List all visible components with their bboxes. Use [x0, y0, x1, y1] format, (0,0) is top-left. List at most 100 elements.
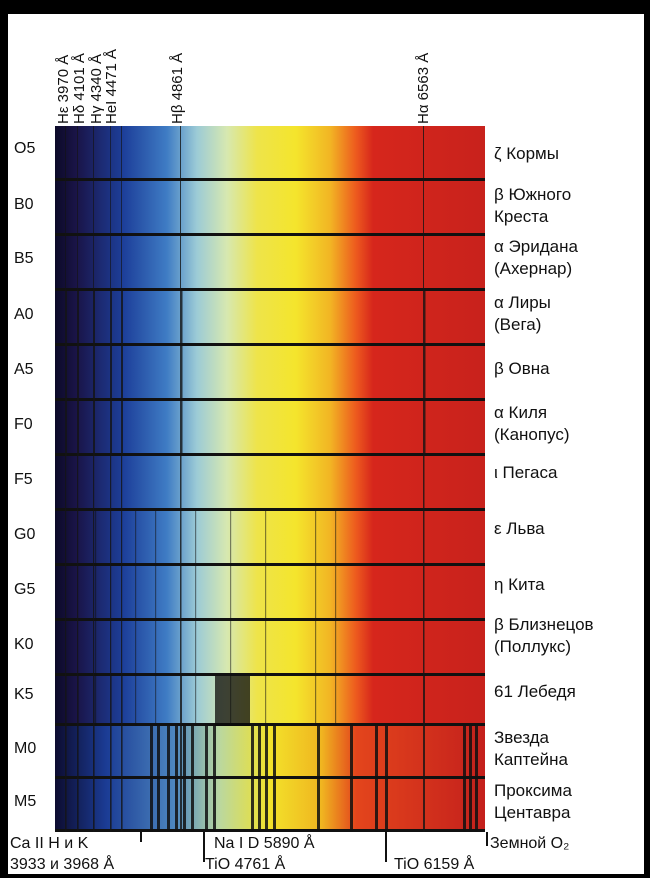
metal-line: [195, 566, 197, 621]
star-name-line: β Овна: [494, 359, 550, 378]
absorption-line: [423, 291, 426, 346]
row-separator: [55, 453, 485, 457]
metal-line: [315, 511, 317, 566]
metal-line: [475, 726, 478, 779]
metal-line: [183, 726, 186, 779]
metal-line: [350, 726, 353, 779]
absorption-line: [180, 779, 182, 832]
row-separator: [55, 776, 485, 780]
tick-na2: [385, 832, 387, 862]
metal-line: [335, 511, 337, 566]
star-name-line: η Кита: [494, 575, 545, 594]
tio-6159-label: TiO 6159 Å: [394, 856, 475, 873]
absorption-line: [65, 181, 66, 236]
absorption-line: [423, 566, 425, 621]
absorption-line: [423, 779, 425, 832]
metal-line: [157, 779, 160, 832]
metal-line: [95, 511, 97, 566]
spectral-class-A5: A5: [14, 361, 34, 378]
spectrum-row-G5: [55, 566, 485, 621]
spectrum-row-A0: [55, 291, 485, 346]
metal-line: [265, 676, 267, 726]
metal-line: [183, 779, 186, 832]
tick-ca: [140, 832, 142, 842]
frame-right-border: [644, 0, 650, 878]
star-name-line: (Вега): [494, 315, 542, 334]
absorption-line: [77, 456, 79, 511]
absorption-line: [77, 181, 78, 236]
absorption-line: [77, 291, 79, 346]
absorption-line: [423, 621, 425, 676]
absorption-line: [110, 291, 112, 346]
metal-line: [191, 779, 194, 832]
metal-line: [469, 726, 472, 779]
star-name-line: Креста: [494, 207, 549, 226]
metal-line: [155, 566, 157, 621]
metal-line: [335, 676, 337, 726]
metal-line: [195, 621, 197, 676]
metal-line: [167, 779, 170, 832]
metal-line: [195, 676, 197, 726]
absorption-line: [121, 236, 122, 291]
metal-line: [350, 779, 353, 832]
metal-line: [315, 566, 317, 621]
absorption-line: [423, 181, 424, 236]
metal-line: [175, 779, 178, 832]
absorption-line: [65, 401, 67, 456]
metal-line: [230, 621, 232, 676]
absorption-line: [110, 401, 112, 456]
terrestrial-o2-label: Земной O₂: [490, 835, 570, 852]
metal-line: [95, 676, 97, 726]
absorption-line: [93, 621, 95, 676]
metal-line: [213, 726, 216, 779]
metal-line: [315, 621, 317, 676]
absorption-line: [423, 511, 425, 566]
row-separator: [55, 563, 485, 567]
frame-top-border: [0, 0, 650, 14]
wl-label-h-beta: Hβ 4861 Å: [169, 52, 186, 124]
metal-line: [265, 511, 267, 566]
metal-line: [251, 726, 254, 779]
absorption-line: [121, 511, 123, 566]
metal-line: [150, 726, 153, 779]
absorption-line: [77, 566, 79, 621]
ca-values-label: 3933 и 3968 Å: [10, 856, 115, 873]
absorption-line: [77, 676, 79, 726]
spectrum-row-M5: [55, 779, 485, 832]
absorption-line: [121, 779, 123, 832]
absorption-line: [93, 126, 94, 181]
metal-line: [335, 566, 337, 621]
wl-label-h-gamma: Hγ 4340 Å: [88, 53, 105, 124]
ca-label: Ca II H и K: [10, 835, 89, 852]
metal-line: [230, 511, 232, 566]
absorption-line: [65, 621, 67, 676]
absorption-line: [77, 401, 79, 456]
star-name: β Овна: [494, 358, 550, 380]
metal-line: [155, 511, 157, 566]
spectral-class-M5: M5: [14, 793, 37, 810]
absorption-line: [77, 511, 79, 566]
absorption-line: [65, 779, 67, 832]
metal-line: [463, 779, 466, 832]
metal-line: [265, 566, 267, 621]
absorption-line: [65, 566, 67, 621]
absorption-line: [423, 346, 426, 401]
star-name: ι Пегаса: [494, 462, 557, 484]
absorption-line: [77, 236, 78, 291]
absorption-line: [423, 726, 425, 779]
star-name-line: 61 Лебедя: [494, 682, 576, 701]
star-name-line: Проксима: [494, 781, 572, 800]
spectral-class-F0: F0: [14, 416, 33, 433]
metal-line: [375, 726, 378, 779]
metal-line: [317, 726, 320, 779]
star-name-line: Каптейна: [494, 750, 568, 769]
absorption-line: [65, 346, 67, 401]
metal-line: [195, 511, 197, 566]
spectral-class-G0: G0: [14, 526, 36, 543]
star-name-line: α Лиры: [494, 293, 551, 312]
absorption-line: [93, 511, 95, 566]
metal-line: [191, 726, 194, 779]
metal-line: [135, 676, 137, 726]
metal-line: [213, 779, 216, 832]
metal-line: [265, 621, 267, 676]
